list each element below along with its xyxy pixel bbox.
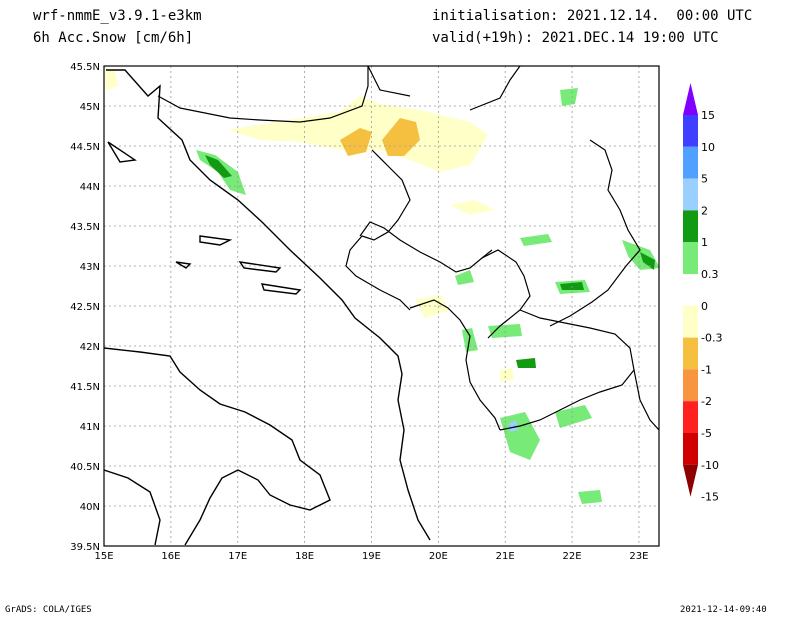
coastlines bbox=[104, 69, 431, 546]
lat-tick-label: 42N bbox=[80, 342, 100, 353]
legend-label: 15 bbox=[701, 109, 715, 122]
snow-area-dkgreen-4 bbox=[516, 358, 536, 368]
legend-swatch bbox=[683, 146, 698, 179]
country-borders bbox=[157, 66, 659, 431]
snow-area-green-south bbox=[578, 490, 602, 504]
snow-area-green-montenegro bbox=[455, 270, 474, 285]
snow-area-light-south bbox=[415, 295, 450, 318]
coastline-italy-south bbox=[104, 469, 161, 546]
snow-area-dkgreen-1 bbox=[205, 155, 232, 178]
footer-right: 2021-12-14-09:40 bbox=[680, 605, 767, 615]
valid-time: valid(+19h): 2021.DEC.14 19:00 UTC bbox=[432, 30, 719, 46]
legend-label: 0 bbox=[701, 300, 708, 313]
variable-title: 6h Acc.Snow [cm/6h] bbox=[33, 30, 194, 46]
lon-tick-labels: 15E 16E 17E 18E 19E 20E 21E 22E 23E bbox=[94, 551, 648, 562]
lat-tick-label: 40.5N bbox=[70, 462, 100, 473]
lon-tick-label: 21E bbox=[496, 551, 515, 562]
legend-swatch bbox=[683, 337, 698, 370]
init-time: initialisation: 2021.12.14. 00:00 UTC bbox=[432, 8, 753, 24]
legend-label: -1 bbox=[701, 363, 712, 376]
lat-tick-label: 43N bbox=[80, 262, 100, 273]
lon-tick-label: 19E bbox=[362, 551, 381, 562]
island-korcula bbox=[260, 283, 302, 295]
lon-tick-label: 15E bbox=[94, 551, 113, 562]
snow-field bbox=[105, 70, 659, 504]
lon-tick-label: 23E bbox=[629, 551, 648, 562]
lon-tick-label: 18E bbox=[295, 551, 314, 562]
legend-label: -0.3 bbox=[701, 332, 722, 345]
legend-swatch bbox=[683, 433, 698, 465]
snow-area-orange-2 bbox=[382, 118, 420, 156]
lat-tick-label: 45N bbox=[80, 102, 100, 113]
legend-label: -15 bbox=[701, 491, 719, 504]
lat-tick-label: 43.5N bbox=[70, 222, 100, 233]
legend-label: 5 bbox=[701, 173, 708, 186]
legend-arrow-top bbox=[683, 83, 698, 115]
border-greece bbox=[633, 369, 659, 431]
lon-tick-label: 20E bbox=[429, 551, 448, 562]
map-frame bbox=[103, 65, 660, 547]
lat-tick-labels: 45.5N 45N 44.5N 44N 43.5N 43N 42.5N 42N 41.5N 41N… bbox=[70, 62, 100, 553]
legend-label: 1 bbox=[701, 236, 708, 249]
legend-swatch bbox=[683, 115, 698, 147]
border-bosnia-serbia bbox=[345, 149, 411, 311]
coastline-italy bbox=[104, 347, 331, 546]
lat-tick-label: 45.5N bbox=[70, 62, 100, 73]
legend-label: 0.3 bbox=[701, 268, 719, 281]
legend-swatch bbox=[683, 369, 698, 402]
lat-tick-label: 41.5N bbox=[70, 382, 100, 393]
legend-swatch bbox=[683, 274, 698, 306]
snow-area-dkgreen-3 bbox=[640, 252, 655, 270]
border-montenegro bbox=[359, 221, 493, 273]
lat-tick-label: 44.5N bbox=[70, 142, 100, 153]
legend-label: -10 bbox=[701, 459, 719, 472]
legend-arrow-bottom bbox=[683, 464, 698, 497]
legend-label: 10 bbox=[701, 141, 715, 154]
snow-area-green-ne bbox=[560, 88, 578, 106]
legend-label: -2 bbox=[701, 395, 712, 408]
snow-area-blue-1 bbox=[508, 420, 518, 432]
legend-swatch bbox=[683, 178, 698, 211]
island-small bbox=[175, 261, 192, 269]
border-serbia-romania bbox=[469, 66, 521, 111]
model-title: wrf-nmmE_v3.9.1-e3km bbox=[33, 8, 202, 24]
legend-swatch bbox=[683, 305, 698, 338]
island-brac bbox=[199, 235, 233, 246]
color-legend: 15 10 5 2 1 0.3 0 -0.3 -1 -2 -5 -10 -15 bbox=[683, 83, 722, 504]
lat-tick-label: 44N bbox=[80, 182, 100, 193]
border-hungary-serbia bbox=[367, 66, 411, 97]
lat-tick-label: 41N bbox=[80, 422, 100, 433]
island-hvar bbox=[238, 261, 282, 273]
coastline-adriatic-east bbox=[106, 69, 431, 541]
border-croatia-bosnia bbox=[157, 66, 369, 123]
legend-swatch bbox=[683, 401, 698, 433]
snow-area-green-kosovo bbox=[520, 234, 552, 246]
footer-left: GrADS: COLA/IGES bbox=[5, 605, 92, 615]
snow-area-light-coast bbox=[500, 368, 514, 382]
border-macedonia bbox=[499, 309, 635, 431]
snow-area-light-nw bbox=[105, 70, 118, 90]
snow-area-light-center bbox=[450, 200, 495, 215]
border-albania bbox=[409, 299, 501, 431]
lat-tick-label: 42.5N bbox=[70, 302, 100, 313]
legend-label: 2 bbox=[701, 204, 708, 217]
graticule bbox=[104, 66, 659, 546]
legend-swatch bbox=[683, 242, 698, 274]
legend-label: -5 bbox=[701, 427, 712, 440]
snow-area-orange-1 bbox=[340, 128, 372, 156]
lat-tick-label: 40N bbox=[80, 502, 100, 513]
border-serbia-bulgaria bbox=[549, 139, 641, 327]
border-serbia-kosovo bbox=[481, 249, 531, 339]
lon-tick-label: 22E bbox=[563, 551, 582, 562]
snow-area-green-greece bbox=[555, 405, 592, 428]
lat-tick-label: 39.5N bbox=[70, 542, 100, 553]
island-krk bbox=[107, 141, 137, 163]
lon-tick-label: 17E bbox=[228, 551, 247, 562]
legend-swatch bbox=[683, 210, 698, 243]
lon-tick-label: 16E bbox=[161, 551, 180, 562]
